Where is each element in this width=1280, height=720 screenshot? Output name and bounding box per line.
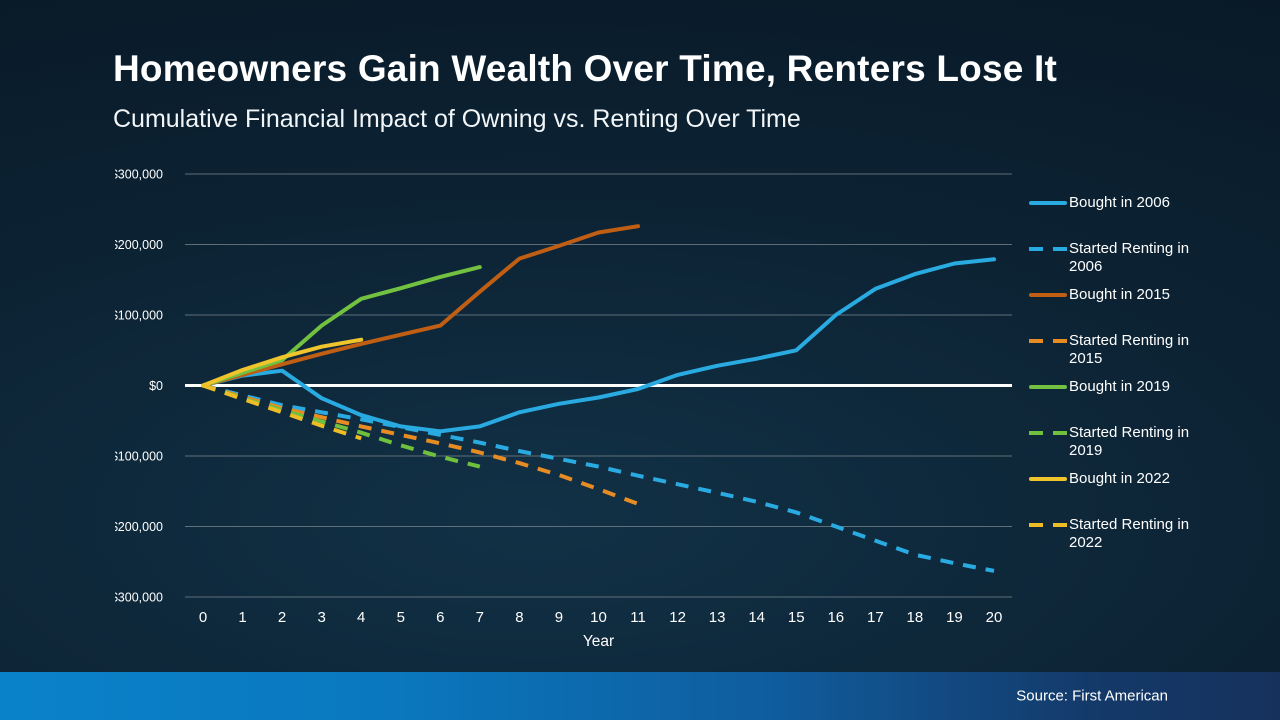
x-tick-label: 8 bbox=[515, 609, 523, 626]
x-tick-label: 18 bbox=[907, 609, 924, 626]
y-tick-label: -$200,000 bbox=[115, 520, 163, 534]
x-tick-label: 4 bbox=[357, 609, 365, 626]
x-tick-label: 13 bbox=[709, 609, 726, 626]
legend-label: Bought in 2019 bbox=[1069, 378, 1170, 395]
legend-item-0: Bought in 2006 bbox=[1029, 194, 1199, 240]
series-6 bbox=[201, 337, 364, 388]
series-7 bbox=[202, 383, 362, 441]
x-tick-label: 20 bbox=[986, 609, 1003, 626]
series-1 bbox=[202, 383, 995, 573]
line-chart: $300,000 $200,000 $100,000 $0 -$100,000 -$200… bbox=[115, 160, 1025, 660]
legend-item-1: Started Renting in 2006 bbox=[1029, 240, 1199, 286]
x-tick-label: 12 bbox=[669, 609, 686, 626]
bottom-bar: Source: First American bbox=[0, 672, 1280, 720]
legend-solid-line-swatch bbox=[1029, 477, 1067, 481]
y-tick-label: -$300,000 bbox=[115, 591, 163, 605]
legend-label: Started Renting in 2015 bbox=[1069, 332, 1190, 367]
legend-dashed-line-swatch bbox=[1029, 247, 1067, 251]
y-tick-label: $100,000 bbox=[115, 309, 163, 323]
chart-legend: Bought in 2006 Started Renting in 2006 Bou… bbox=[1029, 194, 1199, 562]
y-tick-label: -$100,000 bbox=[115, 450, 163, 464]
page-subtitle: Cumulative Financial Impact of Owning vs… bbox=[113, 105, 801, 133]
x-tick-label: 9 bbox=[555, 609, 563, 626]
legend-label: Started Renting in 2022 bbox=[1069, 516, 1190, 551]
x-tick-label: 5 bbox=[397, 609, 405, 626]
legend-dashed-line-swatch bbox=[1029, 339, 1067, 343]
x-tick-label: 16 bbox=[827, 609, 844, 626]
legend-solid-line-swatch bbox=[1029, 201, 1067, 205]
x-tick-label: 11 bbox=[630, 609, 646, 626]
x-tick-label: 3 bbox=[317, 609, 325, 626]
x-axis-label: Year bbox=[583, 633, 614, 650]
y-tick-label: $200,000 bbox=[115, 238, 163, 252]
legend-dashed-line-swatch bbox=[1029, 523, 1067, 527]
legend-item-3: Started Renting in 2015 bbox=[1029, 332, 1199, 378]
legend-label: Started Renting in 2006 bbox=[1069, 240, 1190, 275]
x-tick-label: 10 bbox=[590, 609, 607, 626]
legend-item-6: Bought in 2022 bbox=[1029, 470, 1199, 516]
x-tick-label: 15 bbox=[788, 609, 805, 626]
series-2 bbox=[201, 224, 640, 388]
x-tick-label: 1 bbox=[238, 609, 246, 626]
legend-item-4: Bought in 2019 bbox=[1029, 378, 1199, 424]
source-text: Source: First American bbox=[1016, 687, 1168, 705]
series-0 bbox=[201, 257, 996, 434]
x-tick-label: 2 bbox=[278, 609, 286, 626]
x-tick-label: 0 bbox=[199, 609, 207, 626]
legend-solid-line-swatch bbox=[1029, 385, 1067, 389]
x-tick-label: 17 bbox=[867, 609, 884, 626]
legend-label: Bought in 2006 bbox=[1069, 194, 1170, 211]
legend-item-2: Bought in 2015 bbox=[1029, 286, 1199, 332]
legend-item-5: Started Renting in 2019 bbox=[1029, 424, 1199, 470]
x-tick-label: 14 bbox=[748, 609, 765, 626]
chart-svg: $300,000 $200,000 $100,000 $0 -$100,000 -$200… bbox=[115, 168, 1012, 650]
y-tick-label: $300,000 bbox=[115, 168, 163, 182]
x-tick-label: 7 bbox=[476, 609, 484, 626]
page-title: Homeowners Gain Wealth Over Time, Renter… bbox=[113, 48, 1057, 89]
legend-item-7: Started Renting in 2022 bbox=[1029, 516, 1199, 562]
x-tick-label: 19 bbox=[946, 609, 963, 626]
legend-label: Started Renting in 2019 bbox=[1069, 424, 1190, 459]
series-4 bbox=[201, 265, 482, 388]
legend-label: Bought in 2022 bbox=[1069, 470, 1170, 487]
series-5 bbox=[202, 383, 481, 469]
legend-dashed-line-swatch bbox=[1029, 431, 1067, 435]
legend-solid-line-swatch bbox=[1029, 293, 1067, 297]
x-tick-label: 6 bbox=[436, 609, 444, 626]
legend-label: Bought in 2015 bbox=[1069, 286, 1170, 303]
y-tick-label: $0 bbox=[149, 379, 163, 393]
